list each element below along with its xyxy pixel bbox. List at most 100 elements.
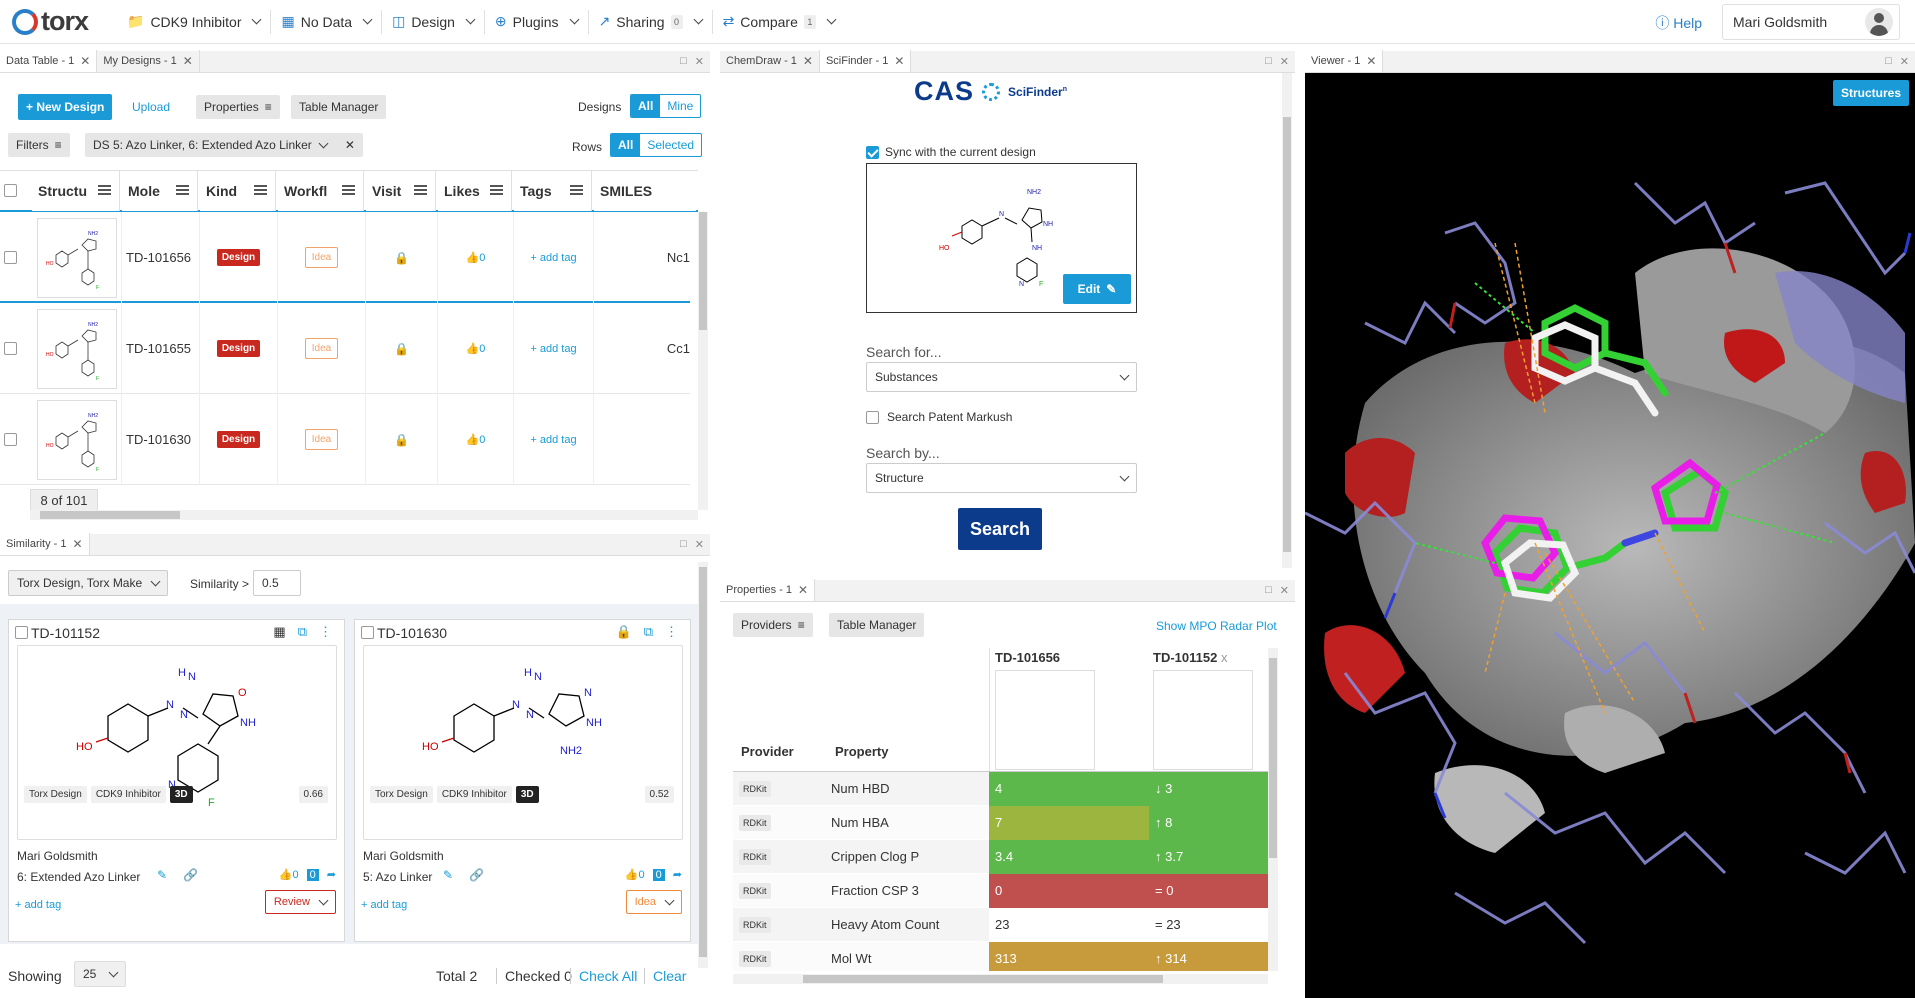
- more-options-icon[interactable]: ⋮: [319, 624, 332, 639]
- plugins-menu[interactable]: ⊕ Plugins: [485, 0, 588, 44]
- scroll-thumb[interactable]: [699, 212, 707, 330]
- maximize-icon[interactable]: □: [1885, 55, 1892, 67]
- table-row[interactable]: HO NH2 F TD-101655 Design Idea 🔒 👍 0 + add …: [0, 303, 690, 394]
- comments-count[interactable]: 0: [306, 868, 319, 881]
- lock-icon[interactable]: 🔒: [615, 624, 632, 639]
- scroll-thumb[interactable]: [803, 975, 1163, 983]
- sync-check-icon[interactable]: [866, 145, 879, 159]
- rows-toggle[interactable]: All Selected: [610, 133, 703, 157]
- project-menu[interactable]: 📁 CDK9 Inhibitor: [117, 0, 270, 44]
- tab-chemdraw[interactable]: ChemDraw - 1 ✕: [720, 50, 820, 72]
- search-button[interactable]: Search: [958, 508, 1042, 550]
- copy-icon[interactable]: ⧉: [297, 624, 307, 639]
- add-tag-link[interactable]: + add tag: [530, 433, 577, 446]
- torx-logo[interactable]: torx: [12, 6, 117, 37]
- table-manager-button[interactable]: Table Manager: [291, 95, 387, 119]
- tab-properties[interactable]: Properties - 1 ✕: [720, 579, 816, 601]
- card-checkbox[interactable]: [15, 626, 28, 639]
- remove-mol2-icon[interactable]: x: [1220, 650, 1228, 665]
- data-menu[interactable]: ▦ No Data: [271, 0, 381, 44]
- card-molecule-id[interactable]: TD-101152: [31, 625, 101, 641]
- tab-viewer[interactable]: Viewer - 1 ✕: [1305, 50, 1384, 72]
- close-icon[interactable]: ✕: [802, 54, 813, 68]
- molecule-id[interactable]: TD-101656: [126, 250, 192, 265]
- row-checkbox[interactable]: [4, 433, 17, 446]
- structure-thumbnail[interactable]: HO NH2 F: [36, 399, 117, 480]
- properties-horizontal-scrollbar[interactable]: [733, 974, 1268, 984]
- tab-data-table[interactable]: Data Table - 1 ✕: [0, 50, 98, 72]
- scroll-thumb[interactable]: [1269, 658, 1277, 858]
- column-menu-icon[interactable]: [254, 185, 267, 195]
- add-tag-link[interactable]: + add tag: [530, 251, 577, 264]
- structure-thumbnail[interactable]: HO NH2 F: [36, 217, 117, 298]
- rows-all-option[interactable]: All: [611, 134, 641, 156]
- structure-thumbnail[interactable]: HO NH2 F: [36, 308, 117, 389]
- column-molecule[interactable]: Mole: [122, 171, 198, 211]
- molecule-id[interactable]: TD-101655: [126, 341, 192, 356]
- workflow-badge[interactable]: Idea: [304, 247, 339, 268]
- workflow-badge[interactable]: Idea: [304, 338, 339, 359]
- sharing-menu[interactable]: ↗ Sharing 0: [589, 0, 712, 44]
- maximize-icon[interactable]: □: [1265, 584, 1272, 596]
- designs-toggle[interactable]: All Mine: [630, 94, 702, 118]
- patent-markush-checkbox[interactable]: Search Patent Markush: [866, 410, 1012, 424]
- design-menu[interactable]: ◫ Design: [382, 0, 484, 44]
- scroll-thumb[interactable]: [699, 567, 707, 957]
- link-icon[interactable]: 🔗: [469, 868, 485, 882]
- card-status-dropdown[interactable]: Idea: [625, 890, 682, 914]
- pencil-icon[interactable]: ✎: [443, 868, 454, 882]
- scifinder-scrollbar[interactable]: [1282, 73, 1292, 568]
- close-icon[interactable]: ✕: [1279, 56, 1289, 68]
- tab-similarity[interactable]: Similarity - 1 ✕: [0, 533, 90, 555]
- structures-button[interactable]: Structures: [1832, 80, 1909, 106]
- card-status-dropdown[interactable]: Review: [264, 890, 336, 914]
- designs-all-option[interactable]: All: [631, 95, 661, 117]
- thumbs-up-icon[interactable]: 👍: [465, 434, 480, 446]
- column-kind[interactable]: Kind: [200, 171, 276, 211]
- scroll-thumb[interactable]: [1283, 117, 1291, 552]
- similarity-source-dropdown[interactable]: Torx Design, Torx Make: [8, 570, 168, 596]
- upload-button[interactable]: Upload: [132, 100, 171, 114]
- table-horizontal-scrollbar[interactable]: [30, 510, 698, 520]
- close-icon[interactable]: ✕: [1899, 56, 1909, 68]
- help-link[interactable]: ⓘ Help: [1655, 13, 1702, 33]
- maximize-icon[interactable]: □: [680, 55, 687, 67]
- column-menu-icon[interactable]: [98, 185, 111, 195]
- close-icon[interactable]: ✕: [182, 54, 193, 68]
- building-icon[interactable]: ▦: [273, 624, 286, 639]
- link-icon[interactable]: 🔗: [183, 868, 199, 882]
- close-icon[interactable]: ✕: [694, 56, 704, 68]
- workflow-badge[interactable]: Idea: [304, 429, 339, 450]
- similarity-threshold-input[interactable]: 0.5: [253, 570, 301, 596]
- column-likes[interactable]: Likes: [438, 171, 512, 211]
- close-icon[interactable]: ✕: [72, 537, 83, 551]
- column-structure[interactable]: Structu: [32, 171, 120, 211]
- 3d-molecule-viewer[interactable]: Structures: [1305, 73, 1915, 998]
- providers-button[interactable]: Providers ≡: [733, 613, 813, 637]
- column-tags[interactable]: Tags: [514, 171, 592, 211]
- row-checkbox[interactable]: [4, 251, 17, 264]
- close-icon[interactable]: ✕: [894, 54, 905, 68]
- select-all-checkbox[interactable]: [4, 184, 17, 200]
- column-menu-icon[interactable]: [570, 185, 583, 195]
- page-size-dropdown[interactable]: 25: [74, 961, 126, 987]
- close-icon[interactable]: ✕: [80, 54, 91, 68]
- patent-check-icon[interactable]: [866, 410, 879, 424]
- molecule-id[interactable]: TD-101630: [126, 432, 192, 447]
- column-workflow[interactable]: Workfl: [278, 171, 364, 211]
- comments-count[interactable]: 0: [652, 868, 665, 881]
- lock-icon[interactable]: 🔒: [394, 250, 409, 265]
- properties-button[interactable]: Properties ≡: [196, 95, 280, 119]
- thumbs-up-icon[interactable]: 👍0: [278, 869, 299, 881]
- maximize-icon[interactable]: □: [680, 538, 687, 550]
- add-tag-link[interactable]: + add tag: [15, 899, 62, 911]
- active-filter-chip[interactable]: DS 5: Azo Linker, 6: Extended Azo Linker…: [85, 133, 363, 157]
- close-icon[interactable]: ✕: [694, 539, 704, 551]
- column-menu-icon[interactable]: [414, 185, 427, 195]
- row-checkbox[interactable]: [4, 342, 17, 355]
- column-menu-icon[interactable]: [176, 185, 189, 195]
- add-tag-link[interactable]: + add tag: [530, 342, 577, 355]
